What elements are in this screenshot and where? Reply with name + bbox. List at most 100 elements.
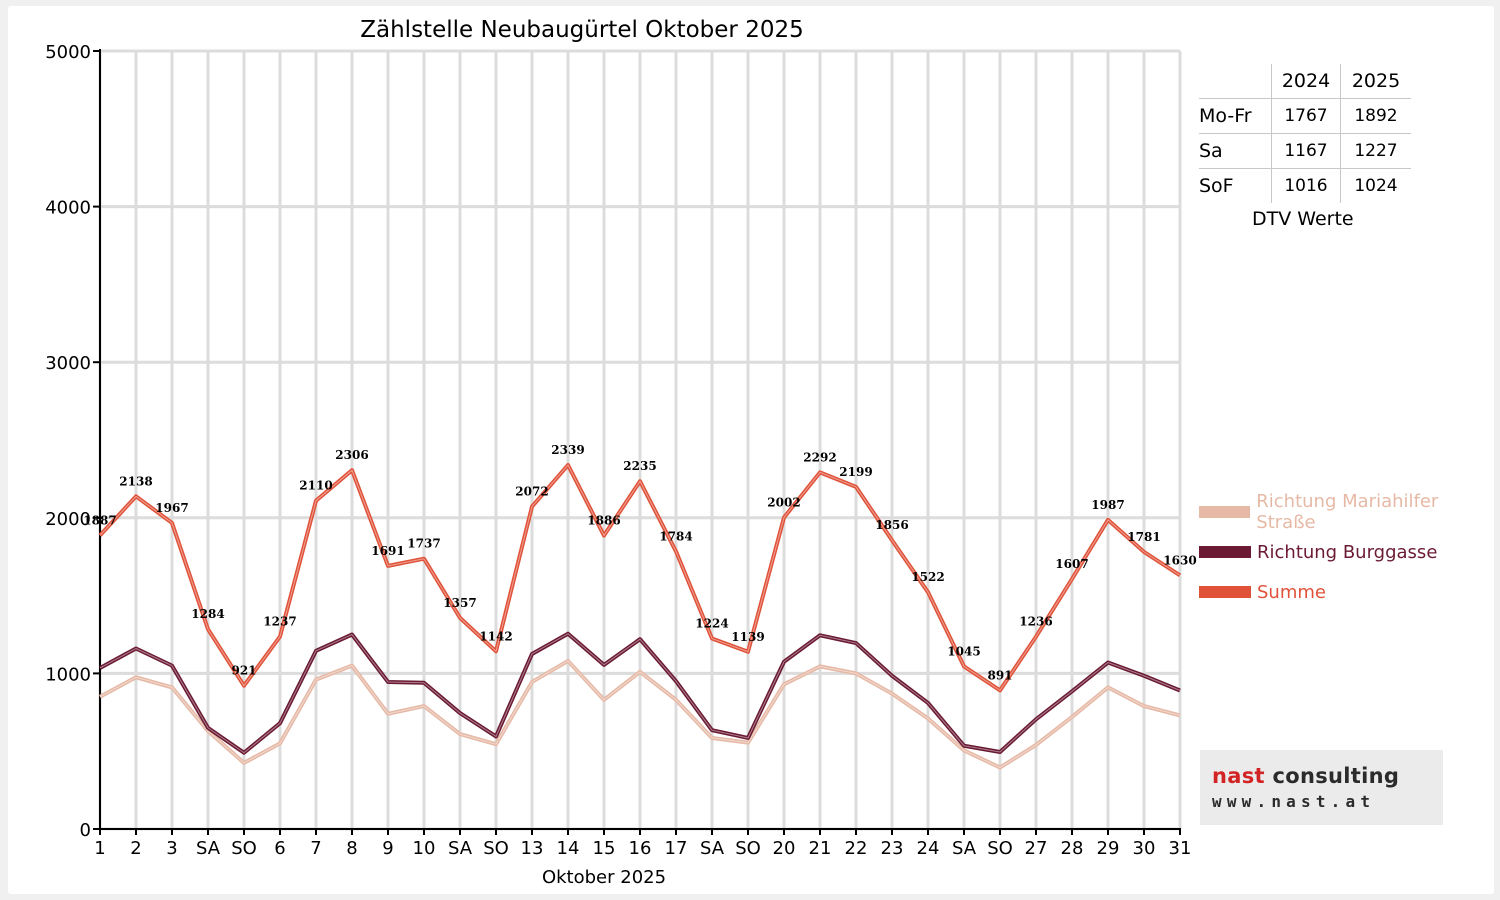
y-tick-label: 5000	[45, 42, 91, 63]
logo-wordmark: nast consulting	[1212, 764, 1399, 788]
logo-url: www.nast.at	[1212, 792, 1376, 811]
data-label: 921	[231, 664, 256, 678]
legend-label: Summe	[1257, 581, 1326, 603]
data-label: 2339	[551, 443, 584, 457]
data-label: 1607	[1055, 557, 1088, 571]
dtv-cell: 1892	[1340, 98, 1411, 134]
x-tick-label: 13	[521, 838, 544, 859]
dtv-col-2025: 2025	[1340, 64, 1411, 99]
series-lines	[98, 463, 1182, 770]
data-label: 1987	[1091, 498, 1124, 512]
x-tick-label: 17	[665, 838, 688, 859]
x-tick-label: 23	[881, 838, 904, 859]
x-tick-label: 15	[593, 838, 616, 859]
x-tick-label: 1	[94, 838, 105, 859]
y-tick-label: 1000	[45, 664, 91, 685]
data-label: 1224	[695, 617, 728, 631]
x-tick-label: 10	[413, 838, 436, 859]
dtv-row-label: Sa	[1199, 133, 1272, 169]
dtv-cell: 1767	[1271, 98, 1341, 134]
data-label: 2138	[119, 474, 152, 488]
x-tick-label: SO	[987, 838, 1013, 859]
data-label: 1967	[155, 501, 188, 515]
dtv-cell: 1167	[1271, 133, 1341, 169]
x-tick-label: 16	[629, 838, 652, 859]
data-label: 2235	[623, 459, 656, 473]
data-label: 1357	[443, 596, 476, 610]
legend-swatch	[1199, 586, 1251, 598]
data-label: 1856	[875, 518, 908, 532]
dtv-row-label: Mo-Fr	[1199, 98, 1272, 134]
axes	[93, 49, 1181, 835]
chart-title: Zählstelle Neubaugürtel Oktober 2025	[360, 17, 803, 43]
grid-lines	[98, 49, 1182, 831]
series-line-1	[99, 631, 1181, 755]
y-tick-labels: 0 1000 2000 3000 4000 5000	[45, 42, 91, 841]
data-label: 1784	[659, 529, 692, 543]
company-logo: nast consulting www.nast.at	[1200, 750, 1443, 825]
data-label: 1886	[587, 514, 620, 528]
data-label: 1045	[947, 644, 980, 658]
data-label: 1691	[371, 544, 404, 558]
x-tick-label: 24	[917, 838, 940, 859]
y-tick-label: 3000	[45, 353, 91, 374]
x-tick-label: SO	[735, 838, 761, 859]
series-line-highlight-0	[99, 660, 1181, 769]
data-label: 1887	[83, 513, 116, 527]
legend-swatch	[1199, 506, 1251, 518]
series-line-highlight-1	[99, 633, 1181, 754]
dtv-cell: 1227	[1340, 133, 1411, 169]
data-label: 1781	[1127, 530, 1160, 544]
dtv-cell: 1024	[1340, 168, 1411, 203]
data-label: 1284	[191, 607, 224, 621]
x-tick-label: 21	[809, 838, 832, 859]
data-label: 1142	[479, 629, 512, 643]
y-tick-label: 2000	[45, 509, 91, 530]
dtv-table: 2024 2025 Mo-Fr 1767 1892 Sa 1167 1227 S…	[1199, 64, 1411, 203]
data-label: 2002	[767, 495, 800, 509]
data-label: 1139	[731, 630, 764, 644]
x-tick-label: SA	[448, 838, 473, 859]
y-tick-label: 4000	[45, 198, 91, 219]
series-line-0	[99, 658, 1181, 770]
x-tick-label: 9	[382, 838, 393, 859]
dtv-caption: DTV Werte	[1252, 208, 1354, 230]
dtv-corner	[1199, 64, 1272, 99]
logo-word-2: consulting	[1272, 764, 1400, 788]
legend-label: Richtung Mariahilfer Straße	[1256, 491, 1439, 533]
data-label: 1737	[407, 537, 440, 551]
x-tick-label: SA	[196, 838, 221, 859]
legend-item-mariahilfer: Richtung Mariahilfer Straße	[1199, 491, 1500, 533]
x-tick-label: 27	[1025, 838, 1048, 859]
x-tick-label: 7	[310, 838, 321, 859]
x-tick-label: 6	[274, 838, 285, 859]
data-label: 2199	[839, 465, 872, 479]
legend: Richtung Mariahilfer Straße Richtung Bur…	[1199, 491, 1500, 612]
y-tick-label: 0	[80, 820, 91, 841]
x-tick-label: SA	[700, 838, 725, 859]
x-tick-label: 8	[346, 838, 357, 859]
series-line-2	[98, 463, 1182, 693]
data-label: 1236	[1019, 615, 1052, 629]
x-tick-label: 20	[773, 838, 796, 859]
data-label: 1237	[263, 615, 296, 629]
x-tick-label: SA	[952, 838, 977, 859]
x-tick-labels: 1 2 3 SA SO 6 7 8 9 10 SA SO 13 14 15 16 17 SA SO 20 21 22 23 2…	[94, 838, 1191, 859]
x-tick-label: 22	[845, 838, 868, 859]
logo-word-1: nast	[1212, 764, 1265, 788]
data-label: 2306	[335, 448, 368, 462]
data-label: 2110	[299, 479, 332, 493]
x-tick-label: SO	[483, 838, 509, 859]
series-line-highlight-2	[99, 464, 1181, 691]
x-tick-label: 30	[1133, 838, 1156, 859]
legend-item-burggasse: Richtung Burggasse	[1199, 532, 1500, 572]
x-tick-label: 29	[1097, 838, 1120, 859]
x-tick-label: 14	[557, 838, 580, 859]
legend-label: Richtung Burggasse	[1257, 541, 1438, 563]
dtv-row-label: SoF	[1199, 175, 1234, 197]
data-label: 1522	[911, 570, 944, 584]
dtv-cell: 1016	[1271, 168, 1341, 203]
x-tick-label: SO	[231, 838, 257, 859]
